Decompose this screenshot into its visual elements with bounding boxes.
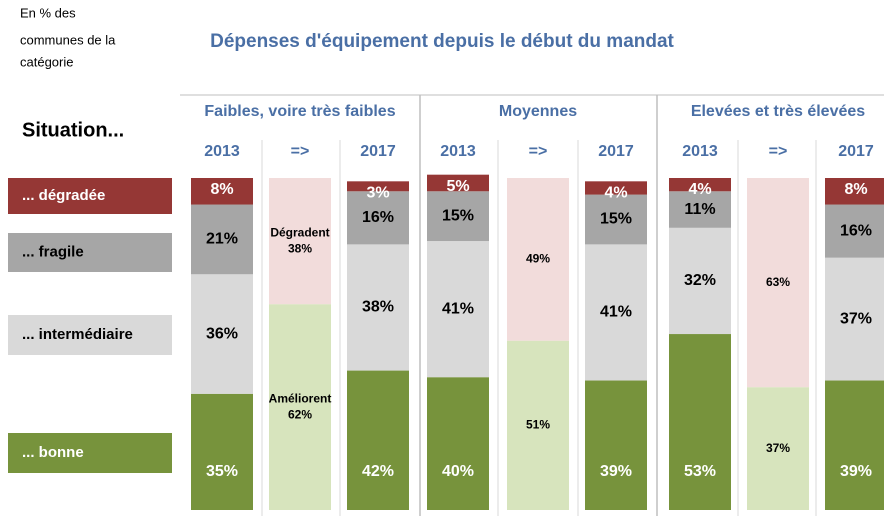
column-label: 2013 bbox=[682, 143, 718, 160]
value-label: 37% bbox=[840, 310, 872, 327]
value-label: 32% bbox=[684, 272, 716, 289]
value-label: 39% bbox=[840, 463, 872, 480]
bar-segment bbox=[669, 191, 731, 228]
value-label: 49% bbox=[526, 252, 550, 266]
bar-segment bbox=[669, 334, 731, 510]
transition-name: Dégradent bbox=[270, 225, 329, 239]
note: En % des bbox=[20, 5, 76, 20]
note: catégorie bbox=[20, 54, 73, 69]
bar-segment bbox=[191, 204, 253, 275]
group-label: Moyennes bbox=[499, 103, 577, 120]
bar-segment bbox=[347, 191, 409, 245]
group-label: Faibles, voire très faibles bbox=[204, 103, 395, 120]
transition-segment bbox=[507, 340, 569, 510]
value-label: 42% bbox=[362, 463, 394, 480]
column-label: 2013 bbox=[440, 143, 476, 160]
column-label: => bbox=[291, 143, 310, 160]
bar-segment bbox=[427, 241, 489, 378]
transition-segment bbox=[747, 178, 809, 388]
bar-segment bbox=[347, 370, 409, 510]
transition-segment bbox=[269, 304, 331, 510]
value-label: 35% bbox=[206, 463, 238, 480]
bar-segment bbox=[347, 181, 409, 192]
value-label: 21% bbox=[206, 231, 238, 248]
bar-segment bbox=[585, 181, 647, 195]
value-label: 40% bbox=[442, 463, 474, 480]
legend-swatch bbox=[8, 233, 172, 272]
value-label: 16% bbox=[840, 222, 872, 239]
value-label: 39% bbox=[600, 463, 632, 480]
value-label: 4% bbox=[604, 185, 627, 202]
transition-segment bbox=[507, 178, 569, 341]
legend-swatch bbox=[8, 315, 172, 355]
group-label: Elevées et très élevées bbox=[691, 103, 865, 120]
value-label: 41% bbox=[442, 300, 474, 317]
bar-segment bbox=[825, 178, 884, 205]
legend-label: ... bonne bbox=[22, 444, 84, 461]
value-label: 63% bbox=[766, 275, 790, 289]
bar-segment bbox=[585, 194, 647, 245]
bar-segment bbox=[191, 393, 253, 510]
column-label: 2017 bbox=[838, 143, 874, 160]
legend-title: Situation... bbox=[22, 119, 124, 141]
value-label: 3% bbox=[366, 185, 389, 202]
bar-segment bbox=[669, 227, 731, 335]
bar-segment bbox=[585, 380, 647, 510]
bar-segment bbox=[427, 174, 489, 192]
legend-label: ... dégradée bbox=[22, 187, 105, 204]
transition-segment bbox=[747, 387, 809, 510]
value-label: 8% bbox=[210, 181, 233, 198]
chart-title: Dépenses d'équipement depuis le début du… bbox=[210, 31, 674, 52]
value-label: 53% bbox=[684, 463, 716, 480]
column-label: 2017 bbox=[598, 143, 634, 160]
bar-segment bbox=[585, 244, 647, 381]
column-label: => bbox=[769, 143, 788, 160]
value-label: 37% bbox=[766, 441, 790, 455]
value-label: 41% bbox=[600, 304, 632, 321]
bar-segment bbox=[825, 257, 884, 381]
column-label: 2017 bbox=[360, 143, 396, 160]
value-label: 15% bbox=[600, 211, 632, 228]
bar-segment bbox=[191, 274, 253, 394]
legend-label: ... fragile bbox=[22, 243, 84, 260]
value-label: 62% bbox=[288, 407, 312, 421]
value-label: 8% bbox=[844, 181, 867, 198]
value-label: 5% bbox=[446, 178, 469, 195]
value-label: 36% bbox=[206, 325, 238, 342]
value-label: 11% bbox=[684, 201, 715, 218]
bar-segment bbox=[191, 178, 253, 205]
legend-swatch bbox=[8, 178, 172, 214]
bar-segment bbox=[825, 380, 884, 510]
column-label: 2013 bbox=[204, 143, 240, 160]
value-label: 38% bbox=[362, 299, 394, 316]
value-label: 4% bbox=[688, 181, 711, 198]
transition-segment bbox=[269, 178, 331, 305]
transition-name: Améliorent bbox=[269, 391, 332, 405]
legend-swatch bbox=[8, 433, 172, 473]
bar-segment bbox=[427, 191, 489, 242]
value-label: 15% bbox=[442, 207, 474, 224]
column-label: => bbox=[529, 143, 548, 160]
value-label: 16% bbox=[362, 209, 394, 226]
value-label: 51% bbox=[526, 418, 550, 432]
legend-label: ... intermédiaire bbox=[22, 326, 133, 343]
bar-segment bbox=[347, 244, 409, 371]
bar-segment bbox=[427, 377, 489, 510]
bar-segment bbox=[825, 204, 884, 258]
note: communes de la bbox=[20, 32, 116, 47]
bar-segment bbox=[669, 178, 731, 192]
value-label: 38% bbox=[288, 241, 312, 255]
